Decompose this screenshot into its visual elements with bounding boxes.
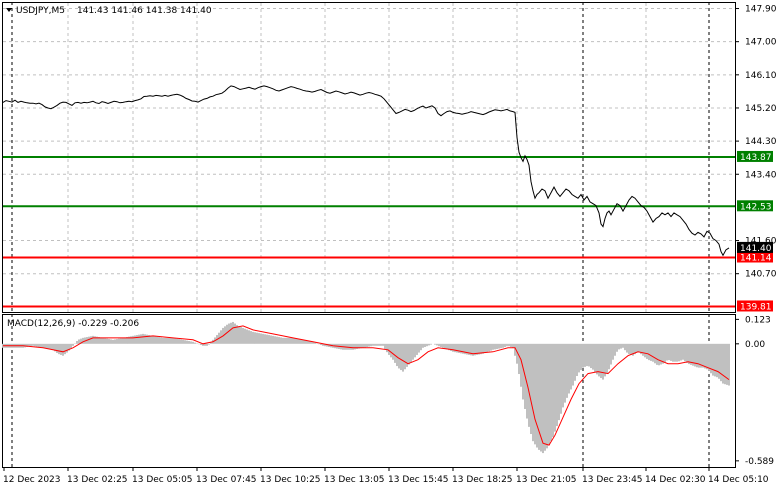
time-tick-label: 13 Dec 05:05 (132, 475, 193, 485)
price-panel-frame (2, 2, 736, 313)
macd-tick-label: 0.123 (745, 315, 771, 325)
time-tick-label: 13 Dec 10:25 (260, 475, 321, 485)
price-tick-label: 145.20 (745, 104, 777, 114)
time-tick-label: 13 Dec 21:05 (516, 475, 577, 485)
time-tick-label: 13 Dec 02:25 (67, 475, 128, 485)
level-tag-label: 143.87 (740, 153, 772, 163)
time-tick-label: 14 Dec 02:30 (645, 475, 706, 485)
level-tag-label: 141.14 (740, 253, 772, 263)
level-price-tags: 143.87 142.53 141.14 139.81 (737, 150, 773, 312)
level-tag-bg (737, 300, 773, 312)
macd-tick-label: -0.589 (745, 457, 774, 467)
macd-histogram (2, 321, 730, 454)
ohlc-values: 141.43 141.46 141.38 141.40 (77, 6, 212, 16)
time-tick-label: 13 Dec 23:45 (582, 475, 643, 485)
price-tick-label: 144.30 (745, 137, 777, 147)
price-tick-label: 140.70 (745, 270, 777, 280)
price-tick-label: 141.60 (745, 237, 777, 247)
time-tick-label: 14 Dec 05:10 (708, 475, 769, 485)
time-tick-label: 13 Dec 15:45 (388, 475, 449, 485)
time-tick-label: 13 Dec 13:05 (324, 475, 385, 485)
dropdown-triangle-icon[interactable] (6, 8, 12, 12)
price-tick-label: 146.10 (745, 71, 777, 81)
price-levels (3, 155, 735, 308)
last-price-tag: 141.40 (737, 241, 773, 254)
macd-panel-frame (2, 314, 736, 468)
macd-signal-line (3, 325, 730, 446)
macd-panel: 0.123 0.00 -0.589 MACD(12,26,9) -0.229 -0.… (2, 314, 774, 468)
price-tick-label: 147.90 (745, 5, 777, 15)
last-price-label: 141.40 (740, 244, 772, 254)
time-tick-label: 13 Dec 07:45 (196, 475, 257, 485)
macd-label: MACD(12,26,9) -0.229 -0.206 (7, 319, 139, 329)
price-tick-label: 143.40 (745, 170, 777, 180)
macd-tick-label: 0.00 (745, 340, 765, 350)
price-series-line (2, 85, 730, 257)
level-tag-bg (737, 251, 773, 263)
macd-y-axis: 0.123 0.00 -0.589 (735, 315, 774, 467)
price-y-axis: 147.90 147.00 146.10 145.20 144.30 143.40 141.… (735, 5, 777, 280)
level-tag-label: 139.81 (740, 302, 772, 312)
time-tick-label: 13 Dec 18:25 (452, 475, 513, 485)
level-tag-bg (737, 150, 773, 162)
level-tag-bg (737, 200, 773, 212)
symbol-label: USDJPY,M5 (16, 6, 65, 16)
time-axis: 12 Dec 2023 13 Dec 02:25 13 Dec 05:05 13 De… (3, 467, 769, 485)
chart-header: USDJPY,M5 141.43 141.46 141.38 141.40 (6, 6, 212, 16)
price-tick-label: 147.00 (745, 38, 777, 48)
level-tag-label: 142.53 (740, 202, 772, 212)
time-tick-label: 12 Dec 2023 (3, 475, 61, 485)
price-panel: 147.90 147.00 146.10 145.20 144.30 143.40 141.… (2, 2, 777, 467)
price-grid (3, 3, 735, 312)
